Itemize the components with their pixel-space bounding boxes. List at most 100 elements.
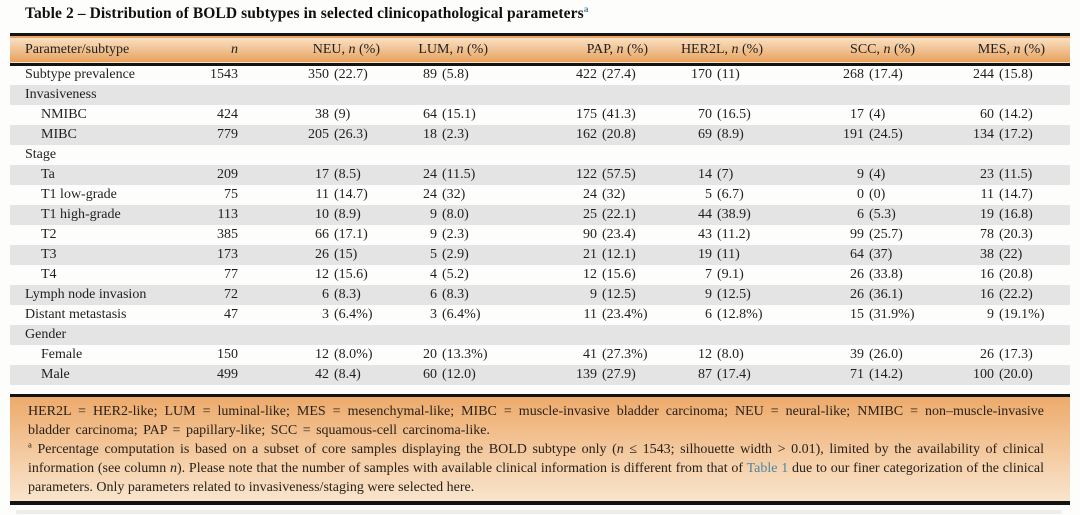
cell: 26 (36.1) — [850, 286, 903, 302]
cell: 5 (2.9) — [430, 246, 469, 262]
cell: 78 (20.3) — [980, 226, 1033, 242]
cell — [380, 145, 488, 165]
cell — [190, 85, 248, 105]
cell: 385 — [217, 226, 238, 242]
row-label: Invasiveness — [25, 86, 97, 102]
table-row: MIBC 779 205 (26.3) 18 (2.3) 162 (20.8) 69 (8.9) 1… — [10, 124, 1070, 145]
cell — [248, 325, 380, 345]
cell: 5 (6.7) — [705, 186, 744, 202]
cell: 268 (17.4) — [843, 67, 903, 83]
cell: 350 (22.7) — [308, 67, 368, 83]
cell: 244 (15.8) — [973, 67, 1033, 83]
row-label: T1 high-grade — [41, 206, 121, 222]
cell: 64 (15.1) — [423, 106, 476, 122]
cell — [915, 145, 1070, 165]
cell: 26 (33.8) — [850, 266, 903, 282]
cell — [648, 145, 763, 165]
cell: 24 (32) — [423, 186, 466, 202]
table-row: T1 low-grade 75 11 (14.7) 24 (32) 24 (32) 5 (6.7)… — [10, 185, 1070, 205]
cell — [248, 145, 380, 165]
superscript-marker: a — [28, 439, 32, 450]
superscript-marker: a — [583, 3, 589, 15]
row-label: Ta — [41, 166, 55, 182]
cell: 3 (6.4%) — [430, 306, 481, 322]
cell: 12 (8.0) — [698, 346, 744, 362]
cell: 170 (11) — [691, 67, 740, 83]
cell: 175 (41.3) — [576, 106, 636, 122]
cell: 17 (8.5) — [315, 166, 361, 182]
row-label: Female — [41, 346, 83, 362]
cell: 122 (57.5) — [576, 166, 636, 182]
cell: 9 (2.3) — [430, 226, 469, 242]
table1-link[interactable]: Table 1 — [746, 461, 789, 476]
cell: 18 (2.3) — [423, 126, 469, 142]
cell: 134 (17.2) — [973, 126, 1033, 142]
row-label: Gender — [25, 326, 67, 342]
cell: 9 (4) — [857, 166, 886, 182]
cell: 205 (26.3) — [308, 126, 368, 142]
cell: 100 (20.0) — [973, 366, 1033, 382]
cell: 11 (23.4%) — [583, 306, 648, 322]
row-label: Lymph node invasion — [25, 286, 147, 302]
cell: 24 (32) — [583, 186, 626, 202]
column-header-mes: MES, n (%) — [977, 41, 1045, 57]
page-artifact — [16, 510, 1062, 514]
cell: 10 (8.9) — [315, 206, 361, 222]
column-header-n: n — [231, 41, 238, 57]
cell: 47 — [224, 306, 238, 322]
cell: 9 (8.0) — [430, 206, 469, 222]
cell — [248, 85, 380, 105]
cell: 9 (19.1%) — [987, 306, 1045, 322]
cell: 139 (27.9) — [576, 366, 636, 382]
cell: 12 (15.6) — [315, 266, 368, 282]
table-body: Subtype prevalence 1543 350 (22.7) 89 (5.8) 42… — [10, 65, 1070, 385]
cell: 11 (14.7) — [980, 186, 1033, 202]
cell — [648, 325, 763, 345]
cell: 422 (27.4) — [576, 67, 636, 83]
row-label: Distant metastasis — [25, 306, 127, 322]
table-row: Stage — [10, 145, 1070, 165]
column-header-parameter: Parameter/subtype — [25, 41, 130, 57]
row-label: T3 — [41, 246, 57, 262]
cell — [763, 145, 915, 165]
cell: 12 (15.6) — [583, 266, 636, 282]
cell: 6 (5.3) — [857, 206, 896, 222]
cell: 75 — [224, 186, 238, 202]
bold-subtypes-table: Parameter/subtype n NEU, n (%) LUM, n (%) PA… — [10, 33, 1070, 385]
cell: 6 (8.3) — [322, 286, 361, 302]
cell: 4 (5.2) — [430, 266, 469, 282]
column-header-neu: NEU, n (%) — [312, 41, 380, 57]
cell: 17 (4) — [850, 106, 886, 122]
cell — [648, 85, 763, 105]
cell: 113 — [217, 206, 238, 222]
row-label: Male — [41, 366, 70, 382]
cell: 779 — [217, 126, 238, 142]
cell — [488, 145, 648, 165]
cell: 9 (12.5) — [590, 286, 636, 302]
cell — [763, 325, 915, 345]
cell: 25 (22.1) — [583, 206, 636, 222]
cell: 87 (17.4) — [698, 366, 751, 382]
cell: 16 (22.2) — [980, 286, 1033, 302]
table-row: Ta 209 17 (8.5) 24 (11.5) 122 (57.5) 14 (7) 9 (4) 23… — [10, 164, 1070, 185]
cell: 64 (37) — [850, 246, 893, 262]
table-footer: HER2L = HER2-like; LUM = luminal-like; M… — [10, 394, 1070, 505]
cell: 19 (11) — [698, 246, 740, 262]
cell: 6 (12.8%) — [705, 306, 763, 322]
cell: 7 (9.1) — [705, 266, 744, 282]
cell — [190, 325, 248, 345]
cell: 150 — [217, 346, 238, 362]
table-row: Distant metastasis 47 3 (6.4%) 3 (6.4%) 11 (23.… — [10, 305, 1070, 325]
cell: 6 (8.3) — [430, 286, 469, 302]
table-title: Table 2 – Distribution of BOLD subtypes … — [25, 3, 589, 22]
cell: 60 (12.0) — [423, 366, 476, 382]
column-header-pap: PAP, n (%) — [586, 41, 648, 57]
cell: 71 (14.2) — [850, 366, 903, 382]
cell: 77 — [224, 266, 238, 282]
row-label: MIBC — [41, 126, 77, 142]
cell: 23 (11.5) — [980, 166, 1033, 182]
table-row: T4 77 12 (15.6) 4 (5.2) 12 (15.6) 7 (9.1) 26 (33.8)… — [10, 265, 1070, 285]
cell: 11 (14.7) — [315, 186, 368, 202]
row-label: Subtype prevalence — [25, 67, 136, 83]
